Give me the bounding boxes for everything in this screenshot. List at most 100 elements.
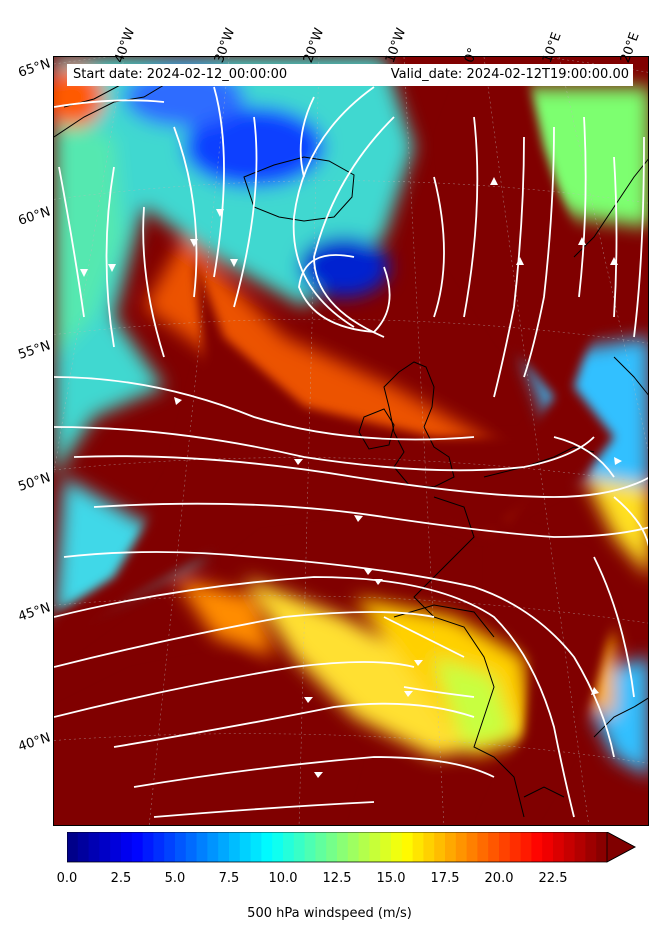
- colorbar-segment: [283, 832, 295, 862]
- colorbar-segment: [369, 832, 381, 862]
- colorbar-segment: [153, 832, 165, 862]
- streamline-arrow: [80, 269, 88, 277]
- colorbar-segment: [77, 832, 90, 862]
- streamline: [105, 166, 115, 348]
- streamline-arrow: [414, 660, 423, 666]
- streamline: [113, 702, 475, 748]
- italy-coast: [593, 697, 648, 738]
- colorbar-segment: [164, 832, 176, 862]
- streamline: [54, 426, 595, 472]
- colorbar-segment: [499, 832, 511, 862]
- map-canvas: [54, 57, 648, 825]
- streamline-arrow: [294, 459, 303, 465]
- streamline: [54, 611, 435, 668]
- colorbar-segment: [250, 832, 262, 862]
- colorbar: [67, 832, 636, 863]
- streamline-arrow: [304, 697, 313, 703]
- colorbar-tick: 7.5: [218, 871, 240, 886]
- streamline: [233, 116, 258, 308]
- streamline: [153, 801, 375, 818]
- streamline-arrow: [174, 397, 182, 405]
- streamline: [142, 206, 165, 358]
- streamline: [493, 136, 525, 398]
- latitude-tick: 45°N: [16, 600, 53, 625]
- colorbar-segment: [131, 832, 144, 862]
- colorbar-segment: [88, 832, 100, 862]
- colorbar-segment: [142, 832, 154, 862]
- streamline: [633, 136, 645, 338]
- colorbar-segment: [509, 832, 522, 862]
- norway-coast: [573, 158, 648, 258]
- streamline-arrow: [610, 257, 618, 265]
- streamline: [299, 96, 315, 178]
- colorbar-segment: [574, 832, 586, 862]
- streamline-arrows: [80, 177, 622, 778]
- colorbar-label: 500 hPa windspeed (m/s): [247, 906, 412, 921]
- colorbar-segment: [445, 832, 457, 862]
- colorbar-tick: 10.0: [268, 871, 298, 886]
- colorbar-segment: [218, 832, 230, 862]
- streamline-arrow: [216, 209, 224, 217]
- streamline-arrow: [108, 264, 116, 272]
- colorbar-segment: [401, 832, 414, 862]
- streamline: [58, 166, 85, 318]
- colorbar-segment: [110, 832, 122, 862]
- colorbar-segment: [412, 832, 424, 862]
- valid-date-label: Valid_date: 2024-02-12T19:00:00.00: [390, 67, 629, 82]
- streamline: [313, 116, 395, 338]
- colorbar-segment: [293, 832, 306, 862]
- streamlines: [54, 86, 648, 818]
- header-bar: Start date: 2024-02-12_00:00:00 Valid_da…: [67, 64, 633, 86]
- colorbar-segment: [553, 832, 565, 862]
- colorbar-segment: [337, 832, 349, 862]
- colorbar-segment: [455, 832, 468, 862]
- colorbar-segment: [239, 832, 252, 862]
- latitude-tick: 40°N: [16, 730, 53, 755]
- streamline: [54, 576, 575, 818]
- colorbar-segment: [585, 832, 597, 862]
- streamline: [54, 376, 475, 441]
- streamline: [63, 551, 615, 758]
- colorbar-segment: [315, 832, 327, 862]
- streamline: [593, 556, 635, 698]
- streamline-arrow: [230, 259, 238, 267]
- colorbar-segment: [229, 832, 241, 862]
- graticule: [54, 57, 648, 825]
- streamline-arrow: [516, 257, 524, 265]
- streamline: [93, 502, 648, 538]
- latitude-tick: 65°N: [16, 56, 53, 81]
- colorbar-outline: [67, 832, 636, 863]
- denmark-coast: [613, 356, 648, 396]
- streamline-arrow: [190, 239, 198, 247]
- latitude-tick: 60°N: [16, 204, 53, 229]
- colorbar-segment: [121, 832, 133, 862]
- colorbar-segment: [185, 832, 198, 862]
- colorbar-segment: [596, 832, 608, 862]
- colorbar-segment: [520, 832, 532, 862]
- colorbar-tick: 0.0: [56, 871, 78, 886]
- colorbar-segments: [67, 832, 608, 862]
- streamline-arrow: [374, 579, 383, 585]
- colorbar-segment: [434, 832, 446, 862]
- colorbar-extend-arrow: [606, 832, 636, 863]
- colorbar-segment: [423, 832, 435, 862]
- streamline: [553, 436, 615, 478]
- streamline-arrow: [314, 772, 323, 778]
- streamline: [213, 86, 225, 278]
- colorbar-segment: [99, 832, 111, 862]
- streamline: [173, 126, 198, 298]
- streamline: [298, 254, 391, 333]
- colorbar-segment: [196, 832, 208, 862]
- iberia-north-coast: [393, 604, 495, 638]
- streamline-arrow: [578, 237, 586, 245]
- colorbar-tick: 22.5: [538, 871, 568, 886]
- streamline: [54, 99, 165, 108]
- colorbar-segment: [347, 832, 360, 862]
- colorbar-segment: [563, 832, 576, 862]
- streamline: [403, 686, 475, 698]
- colorbar-segment: [477, 832, 489, 862]
- streamline-arrow: [364, 569, 373, 575]
- streamline: [523, 126, 555, 378]
- streamline: [613, 496, 648, 548]
- colorbar-segment: [542, 832, 554, 862]
